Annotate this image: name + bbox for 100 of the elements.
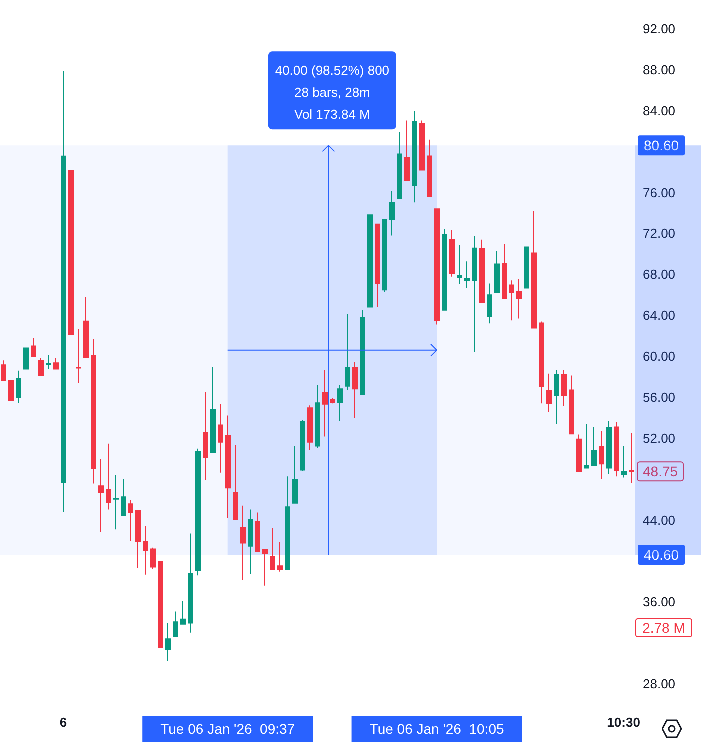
- candlestick: [345, 314, 350, 391]
- candlestick: [599, 430, 604, 480]
- candlestick: [330, 398, 335, 404]
- candlestick: [629, 432, 634, 484]
- candlestick: [23, 348, 29, 370]
- x-tick-label: 6: [60, 715, 68, 730]
- candlestick: [375, 224, 380, 308]
- y-tick-label: 80.60: [644, 138, 680, 154]
- candlestick: [113, 474, 119, 530]
- candlestick: [457, 244, 462, 285]
- candlestick: [195, 448, 201, 576]
- y-tick-label: 64.00: [643, 308, 676, 324]
- y-tick-label: 48.75: [643, 464, 678, 480]
- candlestick: [180, 600, 186, 626]
- y-tick-label: 76.00: [643, 185, 676, 200]
- x-tick-label: Tue 06 Jan '26 09:37: [160, 721, 296, 737]
- candlestick: [442, 228, 447, 311]
- candlestick: [427, 139, 432, 198]
- candlestick: [509, 280, 514, 322]
- y-tick-label: 52.00: [643, 430, 676, 446]
- annotation: 40.00 (98.52%) 800 28 bars, 28m Vol 173.84 M: [275, 63, 390, 122]
- candlestick: [150, 547, 156, 570]
- candlestick: [262, 549, 268, 586]
- y-tick-label: 88.00: [643, 62, 676, 78]
- candlestick: [76, 328, 81, 384]
- candlestick: [61, 70, 66, 513]
- candlestick: [225, 415, 231, 520]
- y-tick-label: 68.00: [643, 267, 676, 282]
- candlestick: [614, 422, 619, 478]
- candlestick: [576, 434, 582, 473]
- candlestick: [300, 419, 305, 472]
- candlestick: [165, 622, 171, 662]
- candlestick: [367, 214, 373, 308]
- candlestick: [248, 509, 253, 575]
- candlestick: [554, 370, 559, 425]
- candlestick: [1, 360, 6, 382]
- candlestick: [173, 611, 178, 638]
- y-tick-label: 44.00: [643, 512, 676, 528]
- candlestick: [292, 446, 298, 504]
- candlestick: [606, 420, 612, 474]
- text: 2.78 M: [642, 620, 686, 636]
- candlestick: [337, 384, 343, 422]
- y-tick-label: 28.00: [643, 676, 676, 692]
- y-tick-label: 92.00: [643, 22, 676, 36]
- candlestick: [255, 512, 260, 552]
- candlestick: [561, 370, 567, 407]
- candlestick: [203, 392, 208, 481]
- candlestick: [188, 533, 193, 634]
- candlestick: [277, 542, 283, 572]
- candlestick: [121, 478, 126, 516]
- y-tick-label: 36.00: [643, 594, 676, 610]
- candlestick: [569, 375, 574, 435]
- candlestick: [464, 261, 470, 289]
- candlestick: [128, 500, 133, 542]
- candlestick: [158, 560, 163, 649]
- candlestick: [531, 210, 537, 329]
- candlestick: [546, 373, 552, 412]
- candlestick: [270, 528, 275, 570]
- candlestick: [419, 120, 425, 171]
- candlestick: [31, 338, 36, 358]
- candlestick: [494, 250, 500, 294]
- candlestick: [397, 132, 402, 200]
- candlestick: [68, 170, 74, 336]
- x-tick-label: Tue 06 Jan '26 10:05: [370, 721, 504, 737]
- candlestick: [135, 510, 141, 569]
- candlestick: [404, 120, 410, 182]
- candlestick: [487, 283, 492, 324]
- candlestick: [591, 426, 597, 467]
- candlestick: [434, 208, 440, 326]
- candlestick: [360, 310, 365, 396]
- y-tick-label: 60.00: [643, 349, 676, 364]
- candlestick: [91, 338, 96, 484]
- candlestick: [584, 424, 589, 469]
- candlestick: [46, 354, 51, 370]
- candlestick: [98, 458, 104, 533]
- candlestick: [382, 219, 387, 293]
- candlestick: [285, 476, 290, 570]
- candlestick: [516, 279, 522, 320]
- candlestick: [315, 384, 320, 449]
- candlestick: [210, 366, 216, 454]
- y-tick-label: 84.00: [643, 103, 676, 118]
- candlestick: [352, 362, 358, 419]
- candlestick: [233, 444, 238, 520]
- candlestick: [240, 505, 246, 582]
- y-tick-label: 72.00: [643, 226, 676, 242]
- x-tick-label: 10:30: [607, 715, 640, 730]
- candlestick: [621, 446, 627, 478]
- candlestick: [53, 358, 59, 370]
- candlestick: [16, 370, 21, 404]
- candlestick: [502, 244, 507, 300]
- candlestick: [218, 404, 223, 474]
- candlestick: [539, 321, 544, 404]
- candlestick: [8, 380, 14, 402]
- candlestick: [307, 405, 313, 451]
- candlestick: [524, 246, 529, 289]
- y-tick-label: 40.60: [644, 547, 680, 564]
- candlestick: [479, 239, 485, 304]
- candlestick: [106, 443, 111, 510]
- candlestick: [322, 370, 328, 438]
- candlestick: [143, 526, 148, 576]
